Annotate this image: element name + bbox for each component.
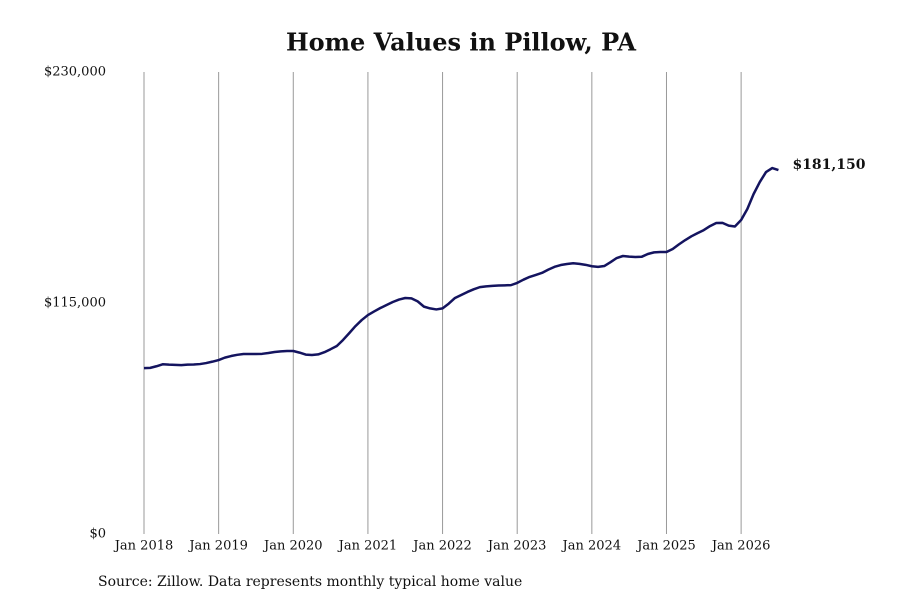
x-tick-label: Jan 2023 xyxy=(486,539,547,554)
y-tick-label: $115,000 xyxy=(44,296,106,311)
x-tick-label: Jan 2019 xyxy=(187,539,248,554)
end-value-label: $181,150 xyxy=(792,157,865,173)
x-tick-label: Jan 2018 xyxy=(113,539,174,554)
chart-title: Home Values in Pillow, PA xyxy=(286,28,636,57)
x-tick-label: Jan 2022 xyxy=(411,539,472,554)
x-tick-label: Jan 2020 xyxy=(262,539,323,554)
x-tick-label: Jan 2026 xyxy=(710,539,771,554)
x-tick-label: Jan 2025 xyxy=(635,539,696,554)
y-tick-label: $230,000 xyxy=(44,65,106,80)
line-series xyxy=(143,166,779,370)
y-tick-label: $0 xyxy=(89,527,106,542)
source-note: Source: Zillow. Data represents monthly … xyxy=(98,574,522,590)
x-tick-label: Jan 2024 xyxy=(561,539,622,554)
x-tick-label: Jan 2021 xyxy=(337,539,398,554)
